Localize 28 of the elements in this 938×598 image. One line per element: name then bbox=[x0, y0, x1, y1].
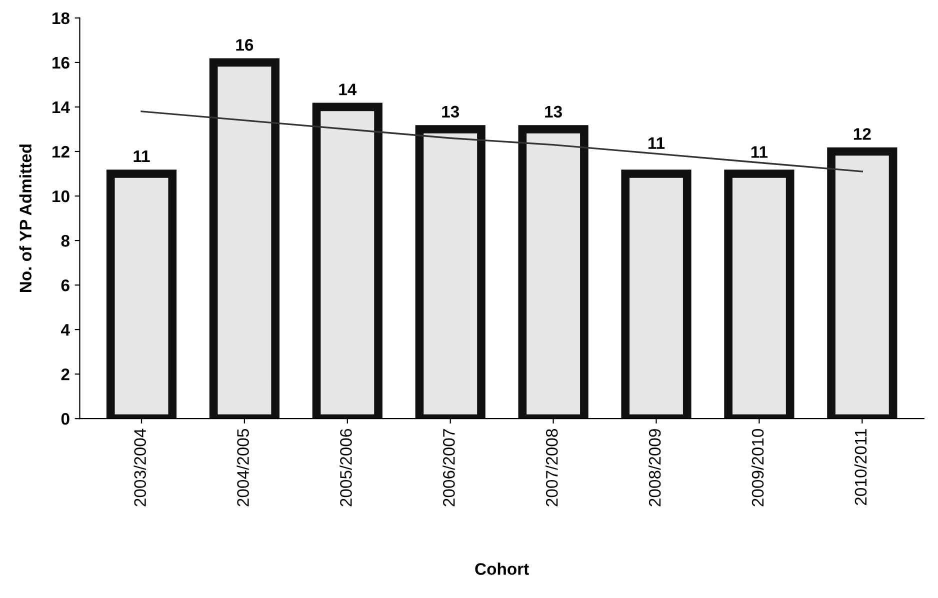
y-tick-label: 0 bbox=[61, 413, 70, 425]
y-tick-label: 2 bbox=[61, 368, 70, 380]
data-label: 13 bbox=[442, 106, 460, 118]
data-label: 14 bbox=[339, 84, 357, 96]
x-tick-label: 2009/2010 bbox=[751, 428, 764, 506]
x-tick-label: 2010/2011 bbox=[854, 429, 867, 506]
data-label: 11 bbox=[751, 146, 768, 158]
x-tick-label: 2005/2006 bbox=[340, 429, 352, 506]
x-tick-label: 2003/2004 bbox=[134, 428, 146, 506]
y-tick-label: 16 bbox=[52, 56, 70, 69]
y-tick-label: 8 bbox=[61, 234, 70, 247]
y-axis-title: No. of YP Admitted bbox=[19, 144, 32, 292]
y-tick-label: 4 bbox=[60, 324, 70, 336]
y-tick-label: 12 bbox=[52, 146, 70, 158]
x-tick-label: 2006/2007 bbox=[442, 429, 455, 506]
data-label: 11 bbox=[648, 137, 665, 149]
data-label: 11 bbox=[134, 150, 150, 162]
y-tick-label: 6 bbox=[61, 279, 70, 292]
y-tick-label: 10 bbox=[52, 190, 70, 202]
y-tick-label: 18 bbox=[52, 12, 70, 24]
data-label: 12 bbox=[854, 128, 871, 140]
x-tick-label: 2007/2008 bbox=[546, 429, 558, 506]
x-tick-label: 2008/2009 bbox=[648, 429, 661, 506]
x-tick-label: 2004/2005 bbox=[236, 429, 249, 506]
y-tick-label: 14 bbox=[52, 102, 70, 114]
data-label: 16 bbox=[236, 39, 254, 51]
data-label: 13 bbox=[545, 106, 562, 118]
x-axis-title: Cohort bbox=[475, 562, 529, 575]
